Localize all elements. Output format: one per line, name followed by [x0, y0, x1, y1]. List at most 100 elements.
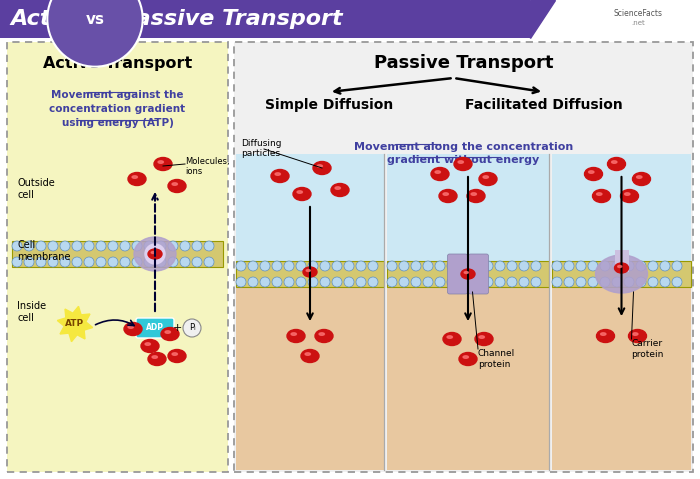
FancyBboxPatch shape [234, 42, 693, 472]
Text: gradient without energy: gradient without energy [387, 155, 540, 165]
Circle shape [423, 277, 433, 287]
FancyBboxPatch shape [7, 42, 228, 472]
Circle shape [284, 261, 294, 271]
Ellipse shape [145, 244, 165, 264]
Circle shape [648, 261, 658, 271]
Text: Outside
cell: Outside cell [17, 178, 55, 200]
Circle shape [600, 261, 610, 271]
Circle shape [320, 277, 330, 287]
Circle shape [564, 277, 574, 287]
Ellipse shape [168, 350, 186, 363]
Text: ScienceFacts: ScienceFacts [613, 9, 662, 18]
Ellipse shape [459, 353, 477, 365]
Circle shape [180, 257, 190, 267]
Circle shape [588, 277, 598, 287]
Ellipse shape [479, 172, 497, 185]
Circle shape [260, 261, 270, 271]
FancyBboxPatch shape [136, 318, 174, 338]
Ellipse shape [305, 353, 311, 355]
Circle shape [552, 261, 562, 271]
Ellipse shape [128, 172, 146, 185]
Ellipse shape [483, 176, 489, 178]
Circle shape [204, 241, 214, 251]
Circle shape [672, 261, 682, 271]
Ellipse shape [331, 183, 349, 196]
Circle shape [296, 277, 306, 287]
Bar [552, 154, 691, 261]
Ellipse shape [443, 193, 449, 195]
Circle shape [332, 261, 342, 271]
Text: Inside
cell: Inside cell [17, 301, 46, 323]
Ellipse shape [447, 336, 452, 338]
Ellipse shape [141, 340, 159, 353]
Circle shape [12, 241, 22, 251]
Circle shape [459, 261, 469, 271]
Circle shape [96, 241, 106, 251]
Ellipse shape [132, 176, 137, 178]
Circle shape [192, 241, 202, 251]
Circle shape [411, 277, 421, 287]
Ellipse shape [124, 322, 142, 335]
Circle shape [507, 261, 517, 271]
Circle shape [576, 261, 586, 271]
Circle shape [180, 241, 190, 251]
Circle shape [356, 277, 366, 287]
Ellipse shape [293, 187, 311, 201]
FancyBboxPatch shape [447, 254, 468, 294]
Circle shape [132, 241, 142, 251]
Text: ions: ions [185, 167, 202, 176]
Circle shape [648, 277, 658, 287]
Text: Passive Transport: Passive Transport [113, 9, 342, 29]
Bar [236, 261, 384, 287]
Circle shape [12, 257, 22, 267]
Circle shape [248, 277, 258, 287]
Circle shape [447, 277, 457, 287]
Ellipse shape [161, 328, 179, 341]
Circle shape [531, 261, 541, 271]
Circle shape [471, 277, 481, 287]
Circle shape [459, 277, 469, 287]
Ellipse shape [596, 255, 648, 293]
Circle shape [636, 277, 646, 287]
Bar [387, 261, 549, 470]
Polygon shape [530, 0, 555, 38]
Circle shape [519, 261, 529, 271]
Bar [236, 261, 384, 470]
Text: Cell
membrane: Cell membrane [17, 240, 71, 262]
Text: protein: protein [478, 360, 510, 369]
Circle shape [368, 261, 378, 271]
Circle shape [411, 261, 421, 271]
Circle shape [120, 241, 130, 251]
Circle shape [387, 277, 397, 287]
Circle shape [60, 241, 70, 251]
Bar [12, 241, 223, 267]
Bar [236, 154, 384, 261]
Text: ADP: ADP [146, 323, 164, 332]
Circle shape [399, 261, 409, 271]
Ellipse shape [475, 332, 493, 345]
Circle shape [236, 277, 246, 287]
Circle shape [156, 257, 166, 267]
Circle shape [84, 241, 94, 251]
Circle shape [72, 257, 82, 267]
Ellipse shape [297, 191, 302, 194]
Ellipse shape [620, 190, 638, 203]
Circle shape [612, 261, 622, 271]
Circle shape [132, 257, 142, 267]
Circle shape [284, 277, 294, 287]
Ellipse shape [148, 353, 166, 365]
Text: Simple Diffusion: Simple Diffusion [265, 98, 393, 112]
Circle shape [576, 277, 586, 287]
Ellipse shape [461, 269, 475, 279]
Text: protein: protein [631, 350, 664, 359]
Circle shape [48, 241, 58, 251]
Circle shape [320, 261, 330, 271]
Ellipse shape [464, 272, 468, 274]
Circle shape [248, 261, 258, 271]
Ellipse shape [134, 237, 176, 271]
Ellipse shape [608, 158, 626, 171]
Bar [552, 261, 691, 287]
Ellipse shape [168, 180, 186, 193]
Ellipse shape [315, 330, 333, 342]
FancyBboxPatch shape [468, 254, 489, 294]
